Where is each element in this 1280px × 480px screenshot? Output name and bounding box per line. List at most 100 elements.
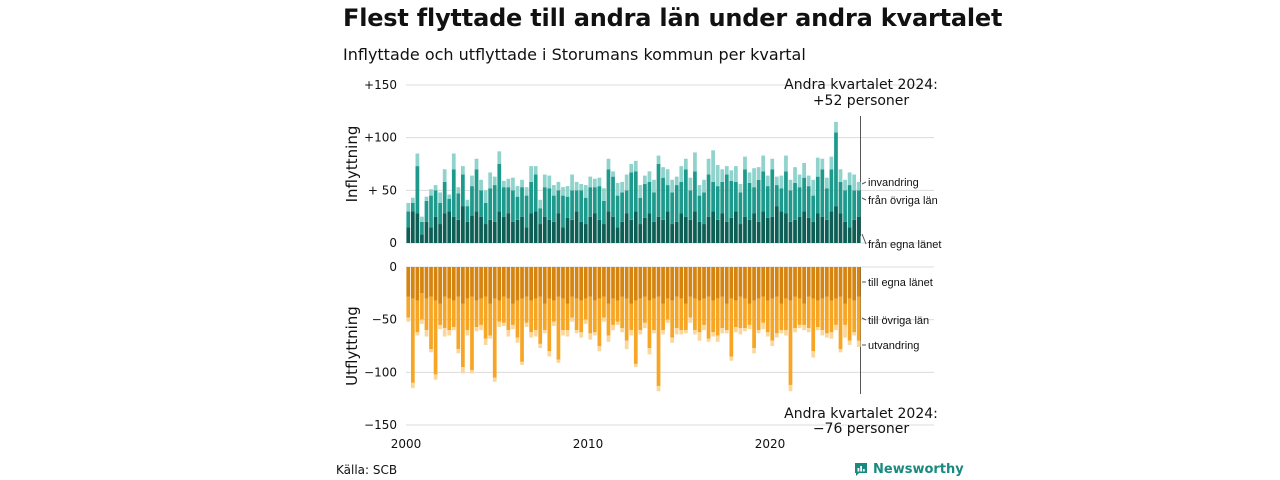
bar-segment [852,174,857,191]
bar-segment [679,298,684,331]
bar-segment [729,180,734,218]
bar-segment [629,267,634,304]
bar-segment [606,335,611,342]
bar-segment [765,300,770,333]
y-tick-label: +100 [364,131,397,145]
bar-segment [643,267,647,297]
bar-segment [474,158,479,170]
bar-segment [715,298,720,336]
bar-segment [825,177,829,189]
bar-segment [752,187,756,214]
bar-segment [638,224,643,243]
bar-segment [761,211,766,243]
bar-segment [442,181,447,214]
bar-segment [788,300,793,385]
bar-segment [633,211,638,243]
bar-segment [574,298,579,331]
bar-segment [734,211,738,243]
bar-segment [461,174,465,207]
bar-segment [565,196,570,218]
bars [406,121,861,392]
bar-segment [852,190,857,220]
bar-segment [647,171,652,182]
bar-segment [565,303,570,331]
bar-segment [697,332,702,341]
bar-segment [447,330,452,336]
bar-segment [665,319,670,323]
bar-segment [643,296,647,323]
bar-segment [606,169,611,212]
bar-segment [711,332,715,337]
bar-segment [624,267,629,299]
bar-segment [406,267,411,297]
bar-segment [597,177,602,187]
bar-segment [615,227,620,243]
bar-segment [565,330,570,337]
bar-segment [670,179,675,193]
bar-segment [706,296,711,339]
bar-segment [843,190,847,222]
bar-segment [602,296,606,318]
bar-segment [825,267,829,297]
bar-segment [665,185,670,212]
bar-segment [797,298,802,325]
bar-segment [524,227,529,243]
bar-segment [802,303,806,325]
bar-segment [542,330,547,334]
bar-segment [729,298,734,357]
bar-segment [561,195,565,228]
bar-segment [638,267,643,299]
bar-segment [583,224,588,243]
bar-segment [406,202,411,212]
bar-segment [552,267,556,301]
bar-segment [806,328,811,333]
bar-segment [856,340,861,348]
bar-segment [697,300,702,333]
bar-segment [565,217,570,243]
bar-segment [574,181,579,191]
bar-segment [829,267,834,301]
bar-segment [784,155,788,172]
bar-segment [661,303,665,331]
bar-segment [465,206,470,222]
bar-segment [410,298,415,383]
bar-segment [602,188,606,201]
bar-segment [429,296,433,350]
brand-logo[interactable]: Newsworthy [854,462,964,477]
bar-segment [647,213,652,243]
bar-segment [806,217,811,243]
series-leader [861,197,867,201]
bar-segment [806,296,811,329]
bar-segment [561,227,565,243]
bar-segment [624,174,629,191]
bar-segment [825,333,829,338]
bar-segment [852,332,857,336]
bar-segment [774,296,779,334]
bar-segment [774,176,779,186]
bar-segment [533,166,538,175]
bar-segment [661,167,665,178]
bar-segment [474,169,479,212]
bar-segment [511,303,515,325]
bar-segment [529,300,533,333]
bar-segment [538,208,543,225]
bar-segment [433,190,438,217]
bar-segment [520,179,524,188]
bar-segment [542,216,547,243]
bar-segment [688,317,693,323]
bar-segment [820,158,825,170]
bar-segment [565,267,570,304]
bar-segment [779,267,784,304]
bar-segment [693,211,697,243]
bar-segment [592,267,597,301]
bar-segment [802,324,806,331]
bar-segment [693,171,697,212]
bar-segment [556,181,561,191]
bar-segment [683,216,688,243]
gridlines [406,84,934,426]
bar-segment [779,211,784,243]
bar-segment [438,303,442,325]
bar-segment [683,267,688,304]
bar-segment [570,267,574,297]
bar-segment [624,190,629,214]
